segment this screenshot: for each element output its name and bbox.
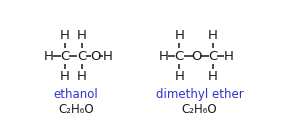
Text: H: H (208, 29, 218, 42)
Text: dimethyl ether: dimethyl ether (156, 88, 243, 101)
Text: C: C (175, 50, 184, 63)
Text: C: C (60, 50, 70, 63)
Text: H: H (208, 70, 218, 83)
Text: C₂H₆O: C₂H₆O (58, 103, 94, 116)
Text: C: C (77, 50, 86, 63)
Text: H: H (60, 29, 70, 42)
Text: O: O (191, 50, 202, 63)
Text: H: H (77, 70, 87, 83)
Text: H: H (223, 50, 233, 63)
Text: H: H (159, 50, 169, 63)
Text: H: H (102, 50, 112, 63)
Text: H: H (60, 70, 70, 83)
Text: H: H (44, 50, 54, 63)
Text: H: H (174, 70, 184, 83)
Text: H: H (174, 29, 184, 42)
Text: C: C (208, 50, 217, 63)
Text: H: H (77, 29, 87, 42)
Text: O: O (90, 50, 100, 63)
Text: ethanol: ethanol (53, 88, 98, 101)
Text: C₂H₆O: C₂H₆O (181, 103, 217, 116)
